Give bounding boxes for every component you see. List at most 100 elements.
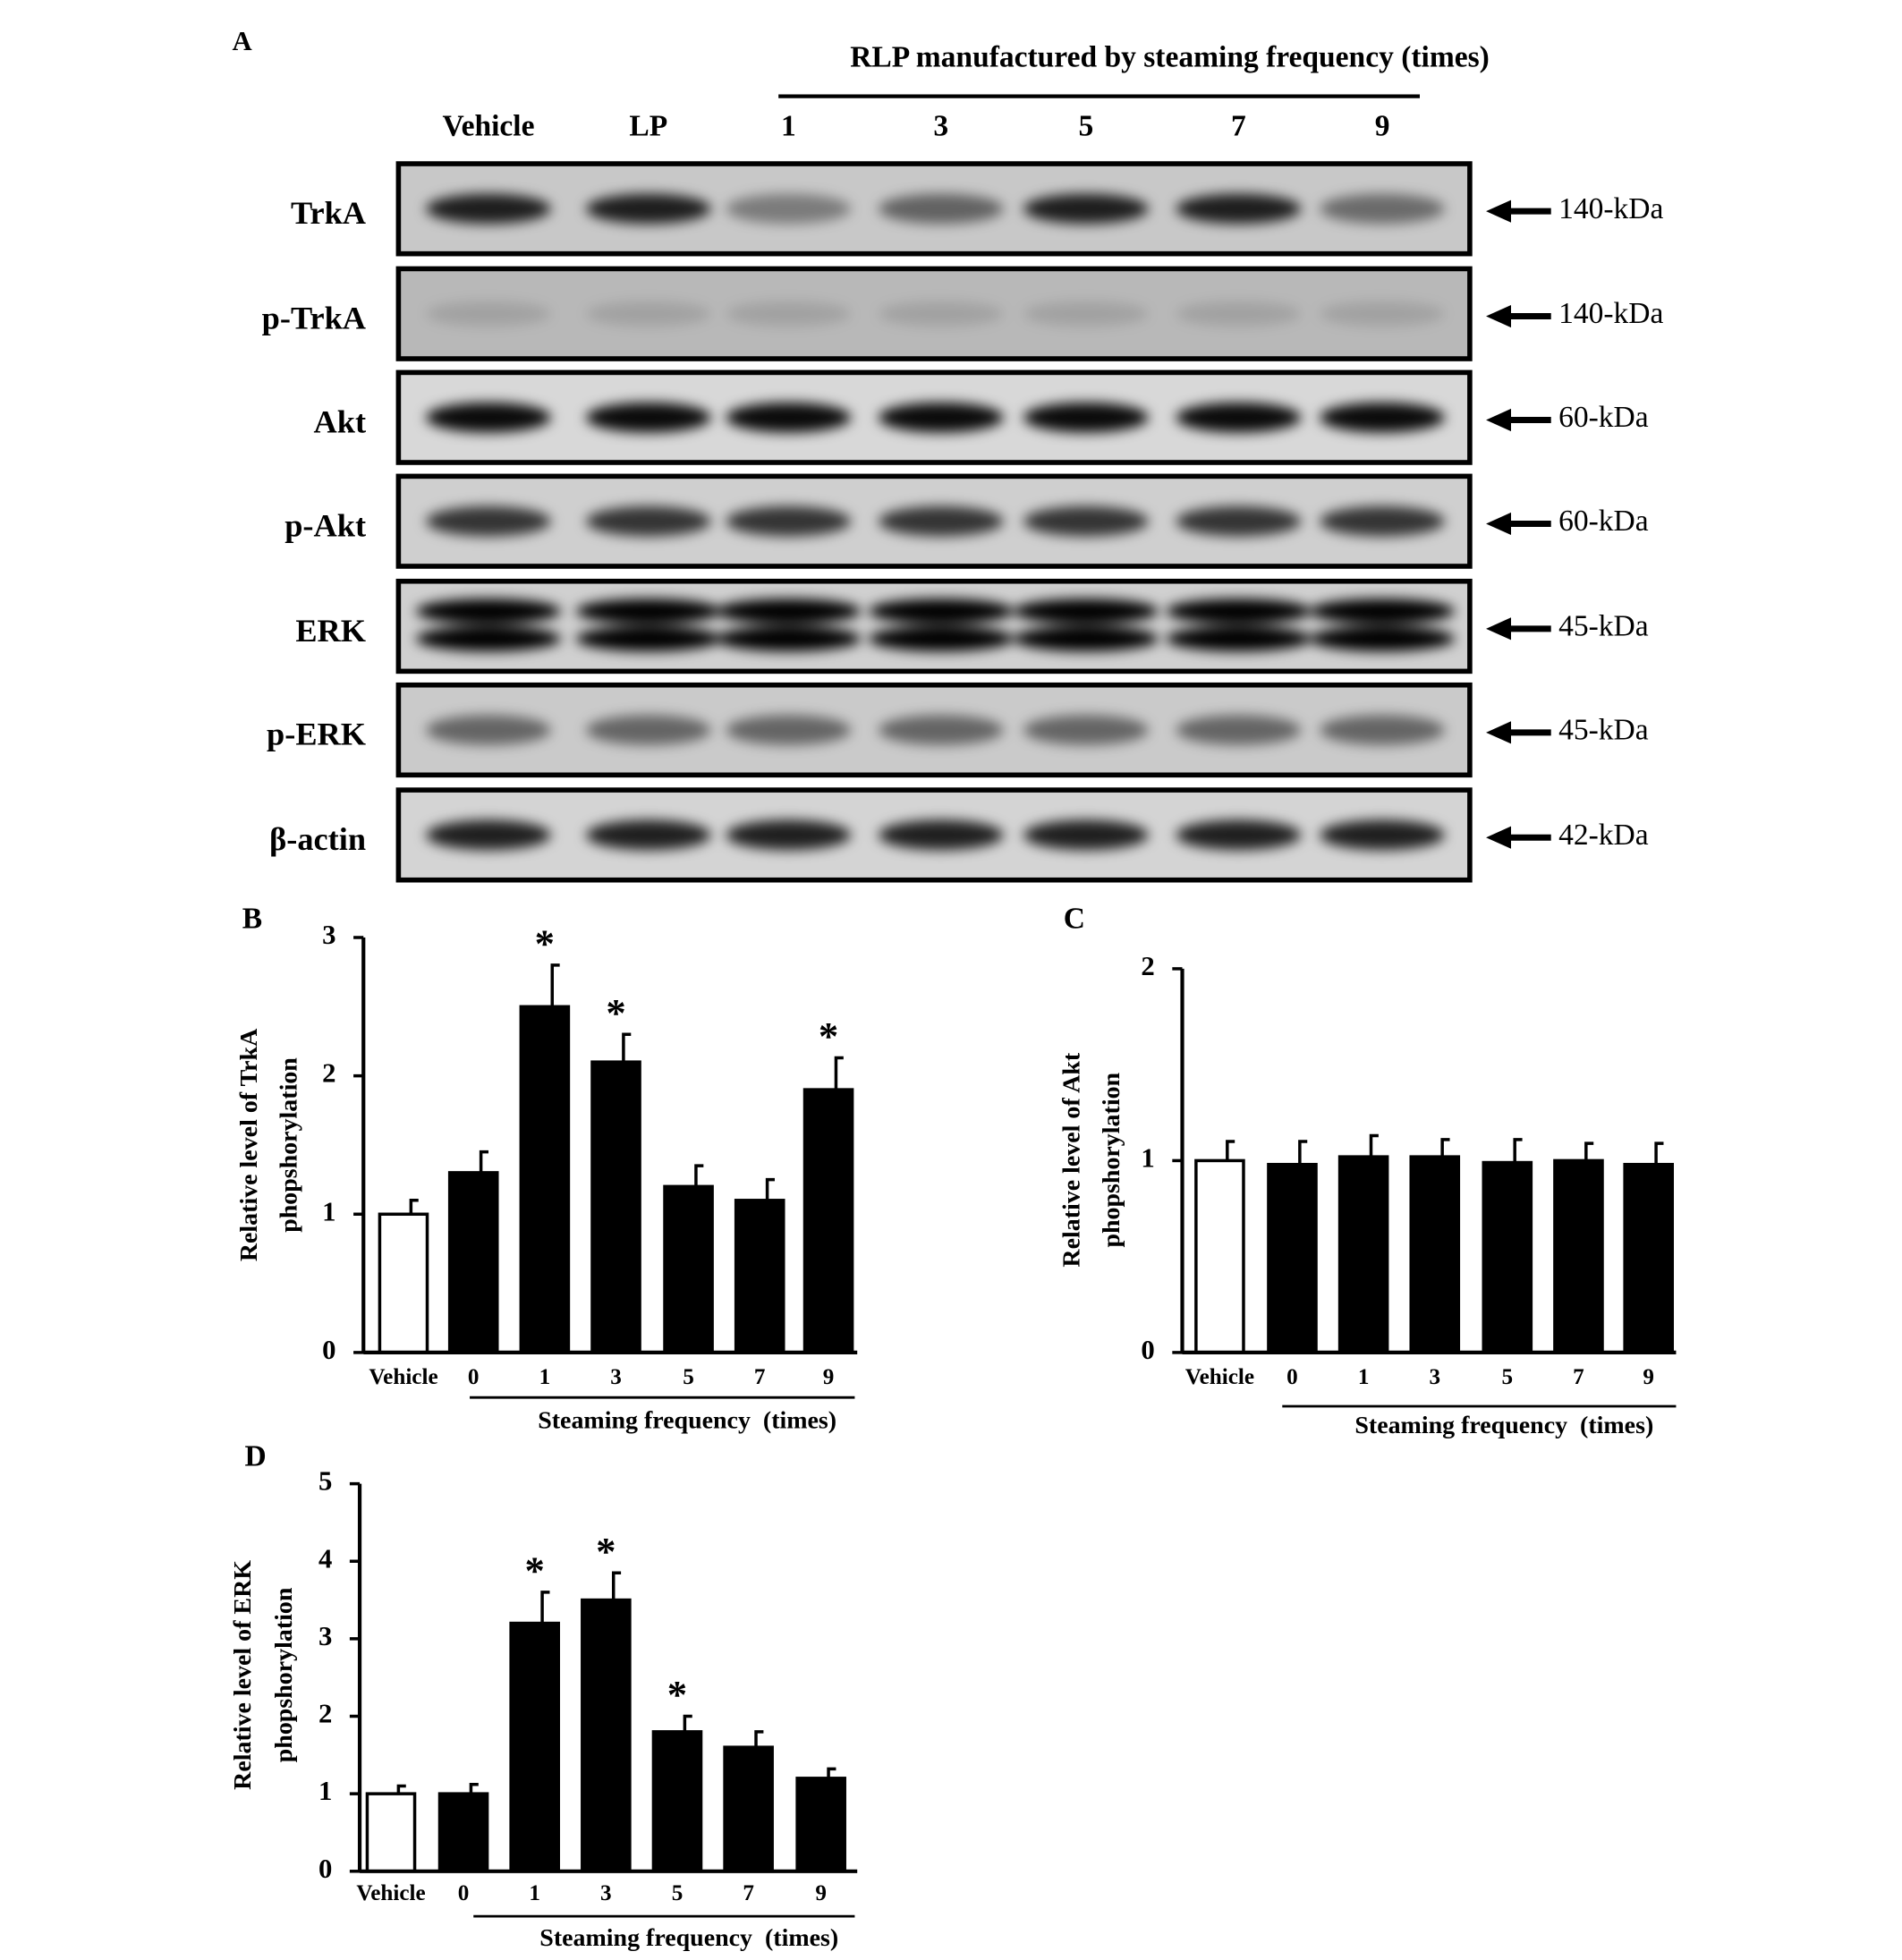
- band: [1310, 598, 1456, 624]
- y-tick-label: 0: [318, 1854, 332, 1884]
- x-axis-label: Steaming frequency (times): [538, 1407, 836, 1435]
- band: [1023, 715, 1149, 745]
- arrow-head: [1486, 512, 1511, 536]
- band: [726, 402, 852, 433]
- x-tick-label: 5: [683, 1365, 694, 1389]
- band: [868, 626, 1014, 652]
- bar: [1623, 1162, 1675, 1354]
- bar: [1337, 1155, 1389, 1354]
- row-size: 60-kDa: [1558, 505, 1649, 538]
- y-tick-label: 3: [322, 920, 335, 950]
- error-bar: [1584, 1141, 1594, 1161]
- blot-frame: [395, 578, 1473, 675]
- bar: [795, 1777, 846, 1873]
- blot-header: RLP manufactured by steaming frequency (…: [850, 41, 1490, 74]
- band: [726, 715, 852, 745]
- x-tick-label: 7: [754, 1365, 766, 1389]
- band: [1320, 819, 1445, 851]
- significance-marker: *: [596, 1529, 616, 1574]
- lane-label: 3: [933, 110, 948, 143]
- significance-marker: *: [606, 990, 625, 1035]
- band: [426, 193, 551, 225]
- band: [716, 626, 862, 652]
- bands: [415, 598, 1456, 652]
- error-bar: [765, 1177, 775, 1201]
- band: [878, 301, 1004, 327]
- error-bar: [1298, 1140, 1308, 1165]
- band: [878, 505, 1004, 537]
- y-tick-label: 0: [322, 1335, 335, 1365]
- bar: [509, 1621, 560, 1873]
- bar: [802, 1088, 854, 1354]
- arrow-head: [1486, 617, 1511, 641]
- band: [1320, 301, 1445, 327]
- band: [585, 402, 711, 433]
- row-label: TrkA: [291, 195, 366, 231]
- panel-label: D: [245, 1439, 267, 1472]
- error-bar: [611, 1571, 622, 1600]
- error-bar: [1654, 1141, 1664, 1165]
- error-bar: [834, 1056, 844, 1090]
- band: [1176, 505, 1302, 537]
- x-tick-label: 5: [1502, 1365, 1514, 1389]
- bands: [426, 193, 1445, 225]
- bands: [426, 819, 1445, 851]
- error-bar: [396, 1784, 406, 1795]
- band: [1023, 301, 1149, 327]
- y-tick-label: 4: [318, 1543, 332, 1574]
- band: [585, 819, 711, 851]
- band: [426, 301, 551, 327]
- band: [726, 505, 852, 537]
- bar: [1553, 1158, 1604, 1354]
- x-tick-label: 5: [672, 1881, 684, 1905]
- band: [585, 715, 711, 745]
- significance-marker: *: [525, 1548, 545, 1593]
- band: [426, 505, 551, 537]
- bar: [519, 1005, 571, 1354]
- lane-label: 5: [1079, 110, 1094, 143]
- row-label: p-ERK: [267, 717, 366, 752]
- band: [878, 402, 1004, 433]
- bar: [651, 1730, 703, 1873]
- y-tick-label: 0: [1141, 1335, 1154, 1365]
- error-bar: [409, 1199, 419, 1215]
- significance-marker: *: [819, 1014, 838, 1058]
- row-size: 140-kDa: [1558, 192, 1663, 225]
- row-label: p-TrkA: [262, 300, 366, 335]
- x-tick-label: 7: [743, 1881, 754, 1905]
- band: [426, 715, 551, 745]
- band: [1310, 626, 1456, 652]
- error-bar: [469, 1783, 479, 1795]
- band: [585, 193, 711, 225]
- row-size: 140-kDa: [1558, 297, 1663, 330]
- error-bar: [1440, 1138, 1450, 1158]
- band: [726, 301, 852, 327]
- x-tick-label: Vehicle: [356, 1881, 425, 1905]
- x-tick-label: 7: [1573, 1365, 1584, 1389]
- error-bar: [1513, 1138, 1523, 1163]
- band: [585, 301, 711, 327]
- row-size: 42-kDa: [1558, 819, 1649, 852]
- blot-frame: [395, 161, 1473, 257]
- bar: [581, 1598, 632, 1873]
- x-tick-label: 3: [1429, 1365, 1440, 1389]
- x-tick-label: 1: [529, 1881, 540, 1905]
- x-tick-label: 0: [458, 1881, 470, 1905]
- panel-label: B: [242, 903, 262, 936]
- x-tick-label: 1: [1358, 1365, 1370, 1389]
- y-tick-label: 2: [1141, 951, 1154, 981]
- band: [1320, 505, 1445, 537]
- x-tick-label: 9: [1643, 1365, 1654, 1389]
- lane-label: Vehicle: [442, 110, 534, 143]
- band: [1013, 598, 1159, 624]
- band: [1023, 402, 1149, 433]
- lane-label: LP: [629, 110, 667, 143]
- row-size: 45-kDa: [1558, 610, 1649, 643]
- bar: [378, 1212, 429, 1354]
- bar: [1194, 1158, 1245, 1354]
- panel-label: A: [233, 26, 252, 56]
- lane-label: 9: [1375, 110, 1390, 143]
- bands: [426, 402, 1445, 433]
- bands: [426, 715, 1445, 745]
